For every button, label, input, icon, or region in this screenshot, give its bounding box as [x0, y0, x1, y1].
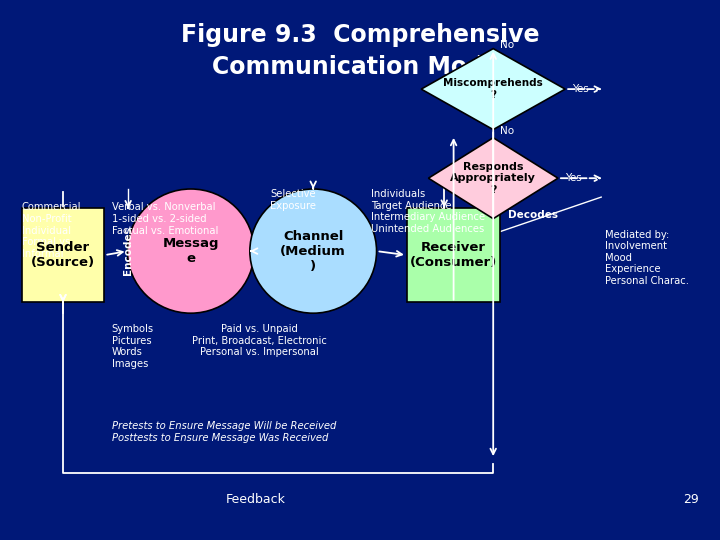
Text: Responds
Appropriately
?: Responds Appropriately ? — [450, 161, 536, 195]
Text: Individuals
Target Audience
Intermediary Audience
Unintended Audiences: Individuals Target Audience Intermediary… — [371, 189, 485, 234]
Text: Commercial
Non-Profit
Individual
Formal vs.
Informal: Commercial Non-Profit Individual Formal … — [22, 202, 81, 259]
FancyBboxPatch shape — [407, 208, 500, 302]
Text: Messag
e: Messag e — [163, 237, 219, 265]
Text: Paid vs. Unpaid
Print, Broadcast, Electronic
Personal vs. Impersonal: Paid vs. Unpaid Print, Broadcast, Electr… — [192, 324, 327, 357]
Text: Channel
(Medium
): Channel (Medium ) — [280, 230, 346, 273]
Text: Figure 9.3  Comprehensive: Figure 9.3 Comprehensive — [181, 23, 539, 47]
Text: Miscomprehends
?: Miscomprehends ? — [444, 78, 543, 100]
Text: Decodes: Decodes — [508, 210, 557, 220]
Text: Feedback: Feedback — [225, 493, 286, 506]
Polygon shape — [421, 49, 565, 130]
Text: Symbols
Pictures
Words
Images: Symbols Pictures Words Images — [112, 324, 154, 369]
Text: No: No — [500, 126, 515, 136]
Text: Yes: Yes — [565, 173, 582, 183]
Ellipse shape — [127, 189, 254, 313]
Polygon shape — [428, 138, 558, 219]
Text: Yes: Yes — [572, 84, 589, 94]
Text: Selective
Exposure: Selective Exposure — [270, 189, 316, 211]
Text: Pretests to Ensure Message Will be Received
Posttests to Ensure Message Was Rece: Pretests to Ensure Message Will be Recei… — [112, 421, 336, 443]
Text: Encodes: Encodes — [123, 227, 133, 275]
Text: Mediated by:
Involvement
Mood
Experience
Personal Charac.: Mediated by: Involvement Mood Experience… — [605, 230, 689, 286]
Text: Communication Model: Communication Model — [212, 56, 508, 79]
Text: Verbal vs. Nonverbal
1-sided vs. 2-sided
Factual vs. Emotional: Verbal vs. Nonverbal 1-sided vs. 2-sided… — [112, 202, 218, 235]
Text: No: No — [500, 40, 515, 50]
Text: Receiver
(Consumer): Receiver (Consumer) — [410, 241, 498, 269]
FancyBboxPatch shape — [22, 208, 104, 302]
Text: 29: 29 — [683, 493, 698, 506]
Text: Sender
(Source): Sender (Source) — [31, 241, 95, 269]
Ellipse shape — [250, 189, 377, 313]
